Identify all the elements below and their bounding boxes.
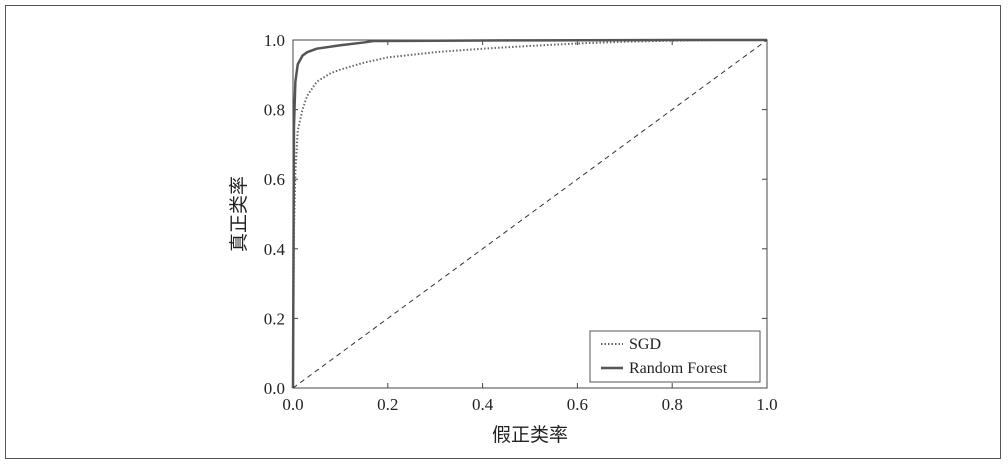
x-tick-label: 0.8 [662,395,683,414]
y-tick-label: 0.6 [264,170,285,189]
series-layer [291,38,768,389]
y-tick-label: 0.8 [264,101,285,120]
series-line-sgd [292,39,767,389]
legend-box [589,330,761,383]
x-tick-label: 0.2 [377,395,398,414]
x-tick-label: 0.6 [567,395,588,414]
y-tick-label: 0.0 [264,379,285,398]
series-line-diagonal-reference [292,39,768,389]
y-axis-label: 真正类率 [228,176,250,252]
x-tick-label: 0.4 [472,395,494,414]
axis-ticks: 0.0 0.2 0.4 0.6 0.8 1.0 0.0 0.2 0.4 0.6 0.8 1.0 [264,31,778,414]
legend-sgd-label: SGD [629,336,661,353]
y-tick-label: 0.2 [264,309,285,328]
x-tick-label: 1.0 [756,395,777,414]
figure-frame [5,5,1001,459]
x-axis-label: 假正类率 [492,424,568,446]
y-tick-label: 1.0 [264,31,285,50]
series-line-random-forest [291,38,767,389]
legend-random-forest-label: Random Forest [629,360,728,377]
x-tick-label: 0.0 [282,395,303,414]
y-tick-label: 0.4 [264,240,286,259]
legend: SGD Random Forest [589,330,761,383]
